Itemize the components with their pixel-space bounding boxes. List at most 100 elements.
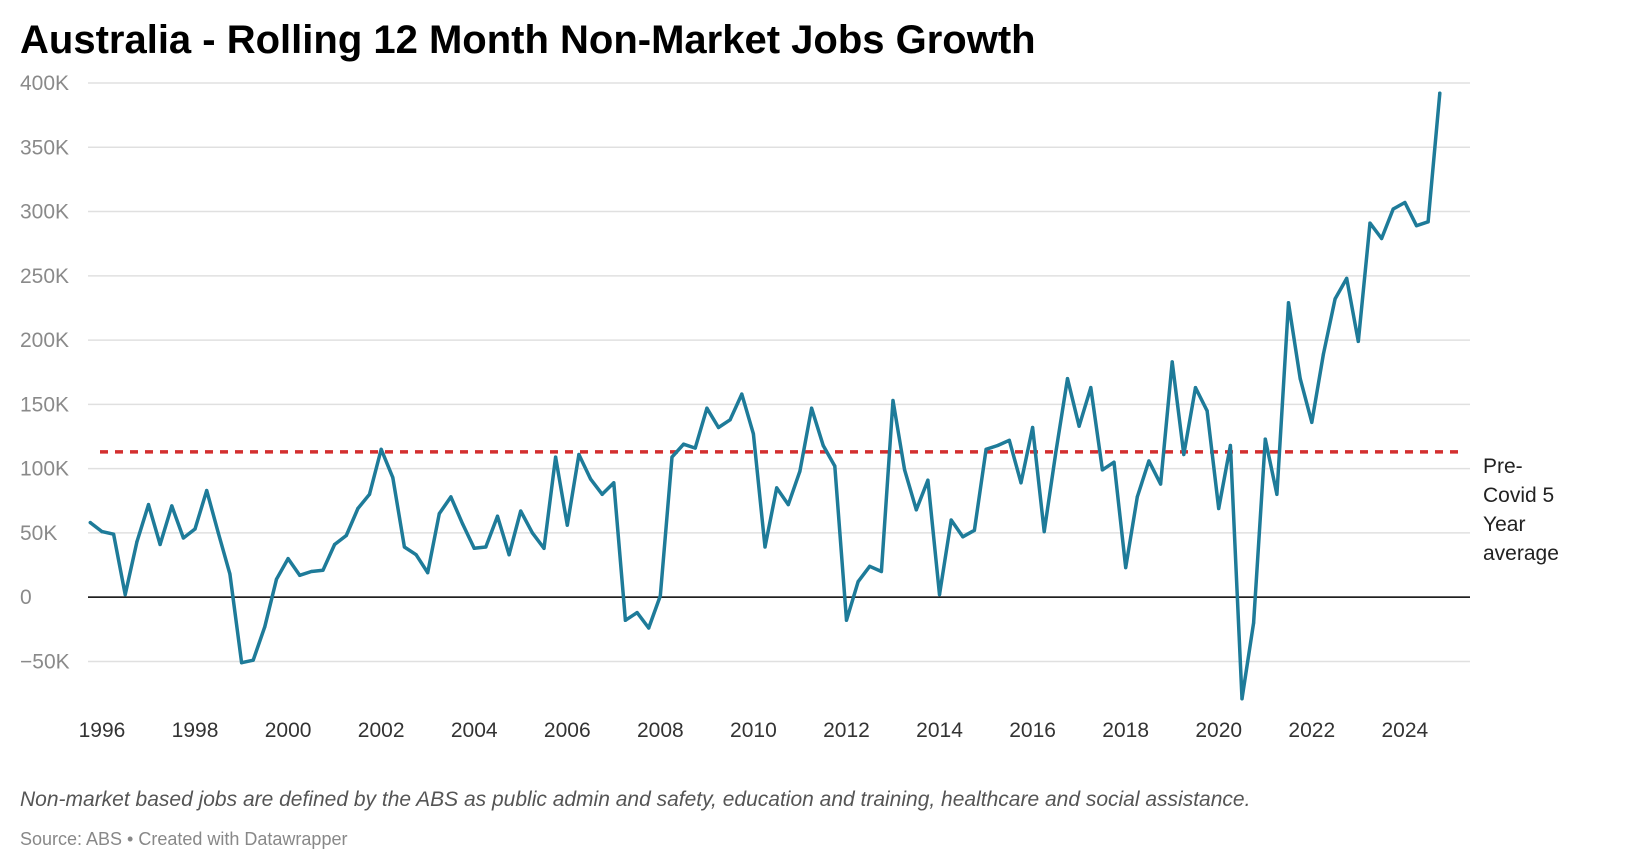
data-point [205, 488, 209, 493]
data-point [1124, 566, 1128, 570]
data-point [333, 542, 337, 547]
chart-footnote: Non-market based jobs are defined by the… [20, 788, 1251, 811]
y-tick-label: 0 [20, 586, 32, 609]
data-point [321, 568, 325, 572]
data-point [228, 572, 232, 576]
data-point [472, 546, 476, 550]
data-point [751, 432, 756, 436]
data-point [181, 536, 185, 540]
chart-title: Australia - Rolling 12 Month Non-Market … [20, 18, 1036, 62]
data-point [1275, 492, 1279, 496]
y-tick-label: 250K [20, 265, 69, 288]
y-axis-ticks: −50K 0 50K 100K 150K 200K 250K 300K 350K 400K [20, 72, 70, 673]
x-tick-label: 2004 [451, 719, 498, 742]
x-tick-label: 2002 [358, 719, 405, 742]
data-point [1089, 386, 1093, 390]
data-point [1426, 220, 1430, 224]
data-point [786, 503, 790, 507]
x-tick-label: 2010 [730, 719, 777, 742]
data-point [391, 476, 395, 480]
data-point [1391, 207, 1395, 211]
data-point [367, 492, 372, 496]
data-point [1228, 443, 1232, 448]
data-point [763, 545, 767, 549]
data-point [844, 618, 849, 622]
data-point [1065, 377, 1070, 381]
data-point [984, 447, 988, 451]
data-point [914, 508, 918, 512]
data-point [263, 625, 267, 629]
x-tick-label: 2022 [1288, 719, 1335, 742]
data-point [1263, 437, 1267, 441]
data-point [658, 594, 662, 598]
data-point [298, 573, 302, 577]
data-point [216, 531, 220, 535]
data-point [1286, 301, 1291, 305]
data-point [612, 481, 616, 485]
chart-source: Source: ABS • Created with Datawrapper [20, 829, 348, 849]
data-point [1438, 91, 1442, 95]
data-point [158, 542, 162, 547]
data-point [1135, 495, 1139, 499]
data-point [949, 518, 953, 522]
y-tick-label: 100K [20, 458, 69, 481]
data-point [344, 533, 348, 538]
reference-line-group: Pre- Covid 5 Year average [100, 450, 1559, 565]
data-point [437, 512, 441, 516]
data-point [286, 557, 290, 561]
data-point [484, 545, 488, 549]
data-point [1054, 450, 1058, 454]
data-point [1368, 221, 1372, 225]
reference-line-label: Covid 5 [1483, 484, 1554, 507]
x-tick-label: 2016 [1009, 719, 1056, 742]
data-point [1193, 386, 1198, 390]
data-point [519, 509, 523, 513]
x-tick-label: 2006 [544, 719, 591, 742]
y-tick-label: 200K [20, 329, 69, 352]
reference-line-label: Year [1483, 513, 1525, 536]
x-tick-label: 2014 [916, 719, 963, 742]
data-point [1379, 236, 1384, 241]
reference-line-label: Pre- [1483, 455, 1523, 478]
data-point [1182, 452, 1186, 457]
data-point [868, 564, 872, 568]
data-point [507, 553, 511, 557]
y-tick-label: 400K [20, 72, 69, 95]
data-point [495, 514, 500, 518]
data-point [1310, 420, 1314, 424]
data-point [670, 455, 674, 459]
data-point [1030, 425, 1035, 430]
data-point [740, 392, 744, 396]
data-point [705, 406, 709, 410]
data-point [1333, 297, 1337, 301]
data-point [379, 447, 383, 451]
data-point [1403, 200, 1407, 205]
data-point [426, 571, 430, 575]
data-point [891, 398, 895, 403]
y-tick-label: 50K [20, 522, 57, 545]
series-group [88, 91, 1442, 701]
data-point [170, 504, 174, 508]
data-point [821, 443, 825, 448]
data-point [577, 452, 581, 457]
data-point [833, 464, 837, 468]
data-point [856, 580, 860, 584]
data-point [146, 503, 151, 507]
data-point [1414, 224, 1419, 228]
data-point [402, 545, 407, 549]
data-point [1240, 697, 1244, 701]
data-point [530, 531, 534, 535]
x-tick-label: 2020 [1195, 719, 1242, 742]
data-point [972, 528, 977, 532]
x-tick-label: 2008 [637, 719, 684, 742]
data-point [693, 446, 697, 450]
data-point [1205, 409, 1209, 413]
data-point [123, 592, 127, 597]
data-point [274, 577, 279, 581]
data-point [88, 521, 92, 525]
data-point [1019, 481, 1023, 485]
data-point [600, 492, 604, 496]
x-tick-label: 2024 [1381, 719, 1428, 742]
data-point [798, 469, 802, 473]
data-point [1298, 377, 1302, 381]
